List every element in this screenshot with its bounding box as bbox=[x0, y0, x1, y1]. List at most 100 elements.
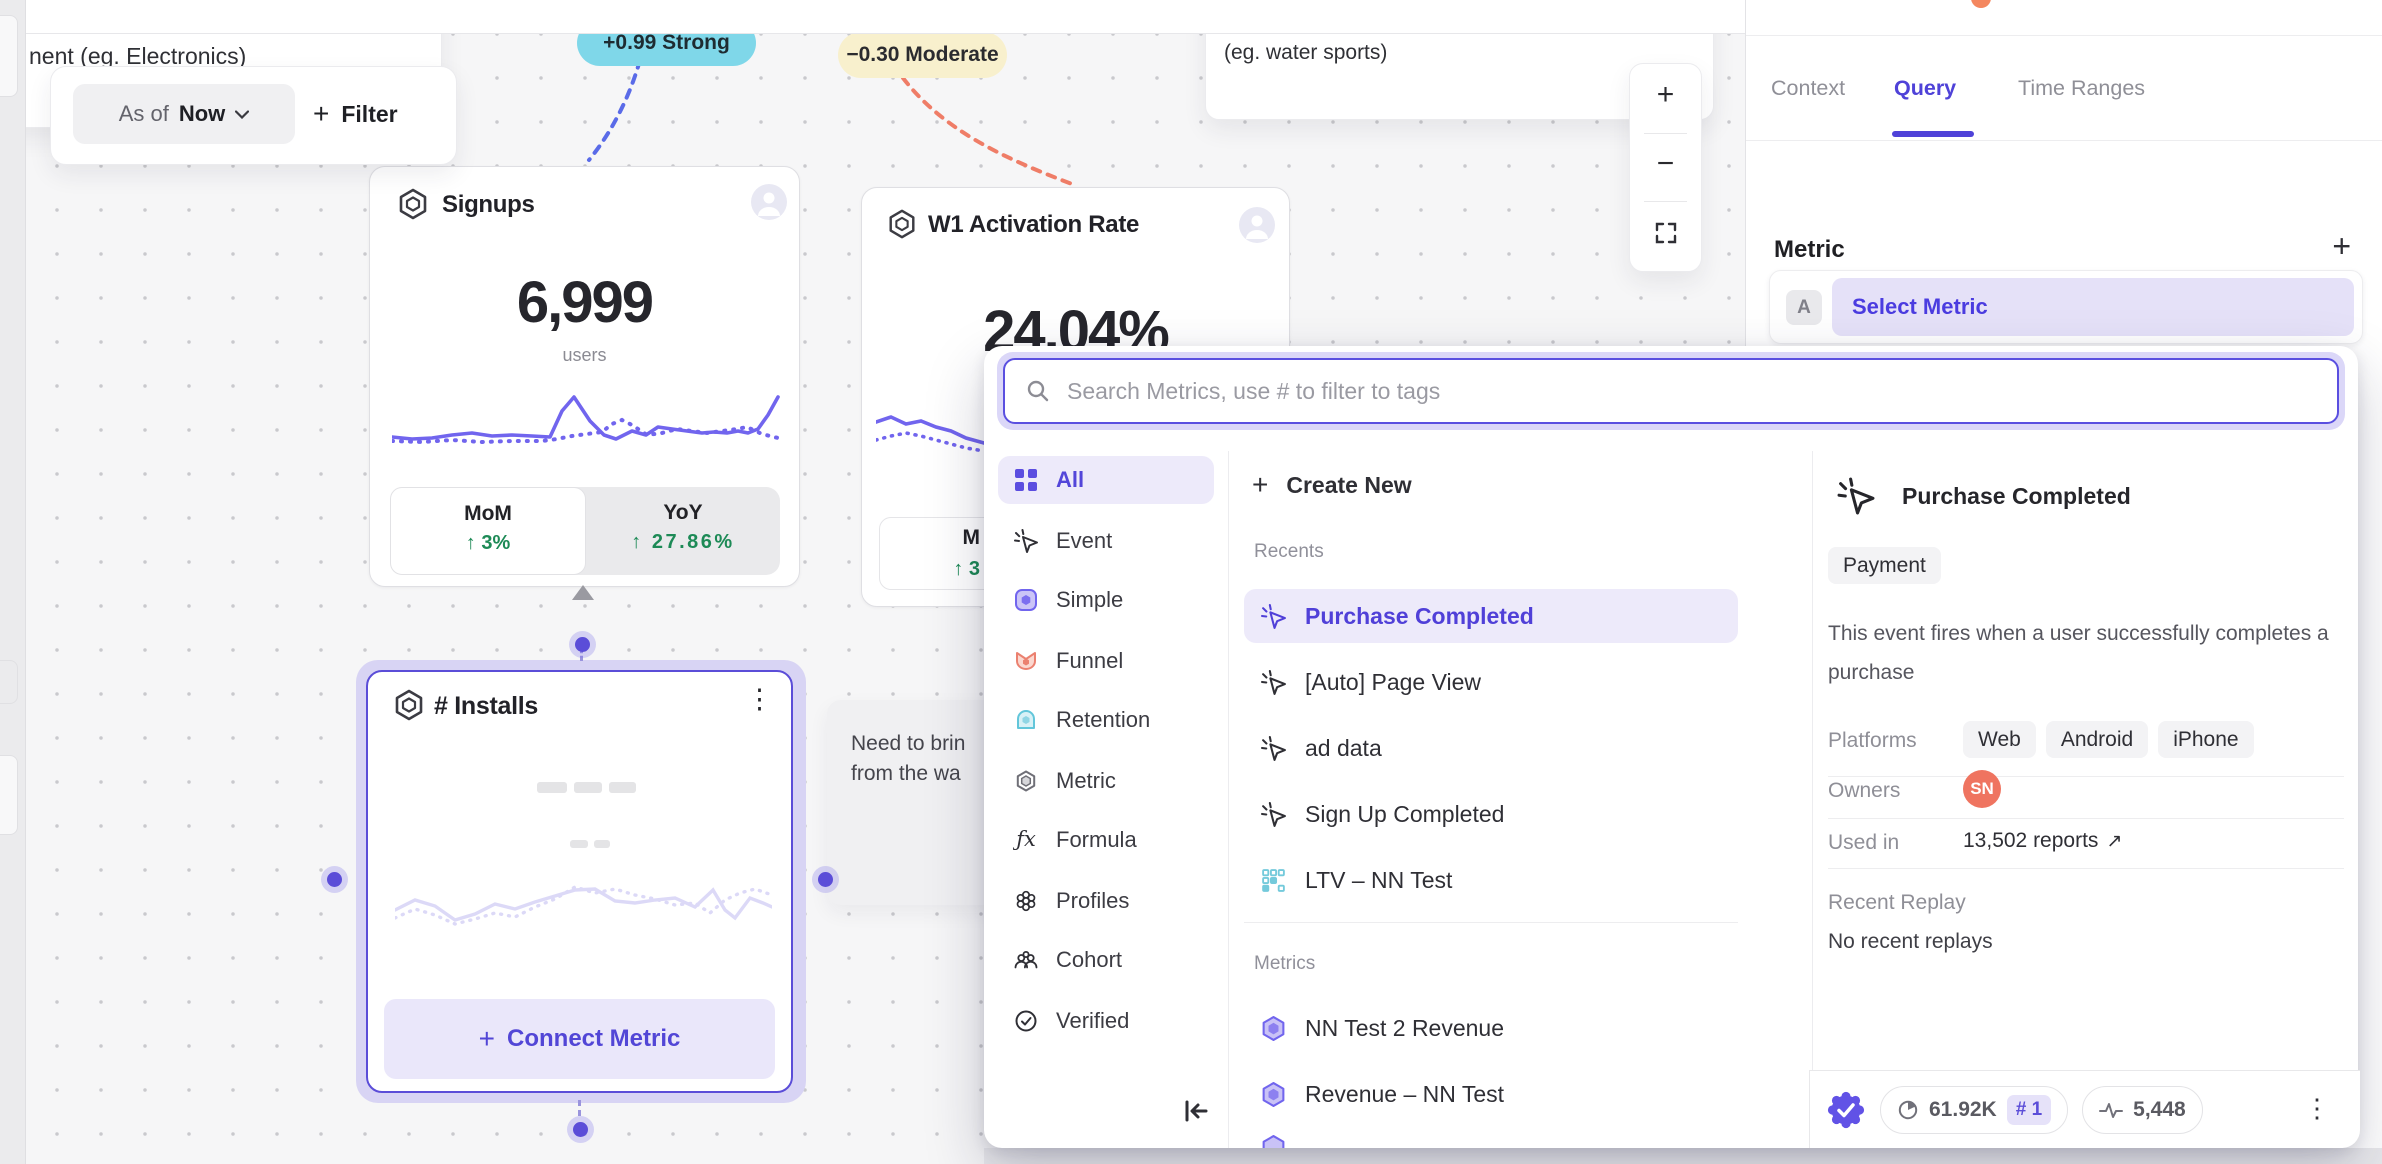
category-funnel[interactable]: Funnel bbox=[998, 637, 1214, 685]
left-rail bbox=[0, 0, 26, 1164]
sticky-note-line2: (eg. water sports) bbox=[1224, 41, 1388, 64]
divider bbox=[1828, 776, 2344, 777]
recent-item-label: Purchase Completed bbox=[1305, 602, 1534, 629]
divider bbox=[1228, 451, 1229, 1148]
board-toolbar: As of Now + Filter bbox=[50, 66, 457, 165]
reports-count: 61.92K bbox=[1929, 1097, 1997, 1121]
as-of-button[interactable]: As of Now bbox=[73, 84, 295, 144]
kebab-menu-icon[interactable]: ⋮ bbox=[746, 684, 773, 714]
recent-item-purchase-completed[interactable]: Purchase Completed bbox=[1260, 594, 1534, 638]
category-all[interactable]: All bbox=[998, 456, 1214, 504]
category-simple[interactable]: Simple bbox=[998, 576, 1214, 624]
category-formula[interactable]: ƒx Formula bbox=[998, 816, 1214, 864]
reports-usage-pill[interactable]: 61.92K # 1 bbox=[1880, 1085, 2069, 1134]
comparison-toggle-fragment[interactable]: M ↑ 3 bbox=[879, 517, 991, 590]
select-metric-button[interactable]: Select Metric bbox=[1832, 278, 2354, 336]
metric-item-label: NN Test 2 Revenue bbox=[1305, 1014, 1505, 1041]
funnel-icon bbox=[1016, 652, 1036, 670]
category-event[interactable]: Event bbox=[998, 517, 1214, 565]
metric-picker-modal: All Event Simple Funnel Retention bbox=[984, 346, 2358, 1148]
divider bbox=[1746, 35, 2382, 36]
platform-chips: Web Android iPhone bbox=[1963, 721, 2254, 758]
create-new-button[interactable]: + Create New bbox=[1252, 464, 1412, 506]
connector-handle-right[interactable] bbox=[818, 872, 833, 887]
category-label: All bbox=[1056, 467, 1085, 492]
fit-screen-icon[interactable] bbox=[1655, 222, 1677, 244]
metric-card-installs[interactable]: # Installs ⋮ + Connect Metric bbox=[366, 670, 793, 1093]
active-tab-underline bbox=[1892, 131, 1974, 137]
detail-title: Purchase Completed bbox=[1902, 483, 2131, 509]
search-field[interactable] bbox=[1003, 358, 2339, 424]
recent-item-auto-page-view[interactable]: [Auto] Page View bbox=[1260, 660, 1481, 704]
recent-item-sign-up-completed[interactable]: Sign Up Completed bbox=[1260, 792, 1504, 836]
category-cohort[interactable]: Cohort bbox=[998, 936, 1214, 984]
connector-line bbox=[578, 1100, 581, 1116]
connector-handle-left[interactable] bbox=[327, 872, 342, 887]
add-metric-button[interactable]: + bbox=[2332, 228, 2351, 264]
mom-label: MoM bbox=[464, 502, 512, 525]
search-input[interactable] bbox=[1065, 376, 2337, 406]
platforms-label: Platforms bbox=[1828, 729, 1917, 752]
owners-label: Owners bbox=[1828, 779, 1901, 802]
grid-icon bbox=[1015, 469, 1037, 491]
connect-metric-label: Connect Metric bbox=[507, 1025, 681, 1052]
metric-hexagon-icon bbox=[399, 188, 427, 220]
connector-handle-bottom[interactable] bbox=[573, 1122, 588, 1137]
sticky-note-line1: Need to brin bbox=[851, 732, 966, 755]
sparkline-chart bbox=[392, 395, 780, 445]
tab-time-ranges[interactable]: Time Ranges bbox=[2018, 76, 2146, 100]
recent-item-label: LTV – NN Test bbox=[1305, 866, 1453, 893]
correlation-chip-moderate[interactable]: −0.30 Moderate bbox=[838, 32, 1007, 78]
metric-item-revenue-nn-test[interactable]: Revenue – NN Test bbox=[1260, 1072, 1504, 1116]
toggle-mom[interactable]: MoM ↑ 3% bbox=[390, 487, 586, 575]
category-profiles[interactable]: Profiles bbox=[998, 877, 1214, 925]
recent-item-ad-data[interactable]: ad data bbox=[1260, 726, 1382, 770]
metric-item-nn-test-2-revenue[interactable]: NN Test 2 Revenue bbox=[1260, 1006, 1504, 1050]
recent-item-label: Sign Up Completed bbox=[1305, 800, 1505, 827]
tab-query[interactable]: Query bbox=[1894, 76, 1957, 100]
svg-text:ƒx: ƒx bbox=[1013, 827, 1036, 851]
metric-hexagon-icon bbox=[889, 209, 915, 239]
recent-item-label: [Auto] Page View bbox=[1305, 668, 1482, 695]
sticky-note-middle[interactable]: Need to brin from the wa bbox=[827, 700, 1012, 905]
divider bbox=[1746, 140, 2382, 141]
notification-dot bbox=[1971, 0, 1991, 8]
metric-clause-row[interactable]: A Select Metric bbox=[1769, 270, 2363, 344]
tab-context[interactable]: Context bbox=[1771, 76, 1846, 100]
sticky-note-text: nent (eg. Electronics) bbox=[29, 43, 247, 69]
hexagon-metric-icon bbox=[1262, 1081, 1285, 1107]
card-title: # Installs bbox=[434, 692, 538, 720]
category-metric[interactable]: Metric bbox=[998, 757, 1214, 805]
as-of-label: As of bbox=[118, 101, 169, 126]
category-label: Funnel bbox=[1056, 648, 1124, 673]
rail-handle[interactable] bbox=[0, 15, 18, 97]
filter-button[interactable]: + Filter bbox=[313, 84, 398, 144]
used-in-link[interactable]: 13,502 reports ↗ bbox=[1963, 829, 2122, 853]
zoom-out-button[interactable]: − bbox=[1656, 147, 1675, 180]
recent-item-label: ad data bbox=[1305, 734, 1382, 761]
cohort-icon bbox=[1014, 951, 1038, 969]
toggle-label: M bbox=[962, 526, 981, 549]
metric-card-signups[interactable]: Signups 6,999 users MoM ↑ 3% YoY ↑ 27.86… bbox=[369, 166, 800, 587]
collapse-sidebar-icon[interactable] bbox=[1180, 1095, 1212, 1127]
formula-icon: ƒx bbox=[1013, 827, 1036, 851]
category-verified[interactable]: Verified bbox=[998, 997, 1214, 1045]
connector-handle-top[interactable] bbox=[575, 637, 590, 652]
recent-item-ltv-nn-test[interactable]: LTV – NN Test bbox=[1260, 858, 1452, 902]
category-retention[interactable]: Retention bbox=[998, 696, 1214, 744]
retention-icon bbox=[1017, 710, 1035, 729]
zoom-in-button[interactable]: + bbox=[1656, 78, 1675, 111]
connect-metric-button[interactable]: + Connect Metric bbox=[384, 999, 775, 1079]
events-count: 5,448 bbox=[2133, 1097, 2186, 1121]
kebab-menu-icon[interactable]: ⋮ bbox=[2304, 1093, 2330, 1123]
events-volume-pill[interactable]: 5,448 bbox=[2082, 1085, 2203, 1134]
rail-handle[interactable] bbox=[0, 755, 18, 835]
skeleton-bar bbox=[574, 782, 602, 793]
platform-chip-iphone: iPhone bbox=[2158, 721, 2254, 758]
search-icon bbox=[1027, 380, 1049, 402]
category-label: Event bbox=[1056, 528, 1113, 553]
rail-handle[interactable] bbox=[0, 660, 18, 704]
as-of-value: Now bbox=[178, 101, 226, 126]
metric-unit: users bbox=[562, 345, 607, 365]
toggle-yoy[interactable]: YoY ↑ 27.86% bbox=[586, 487, 780, 575]
